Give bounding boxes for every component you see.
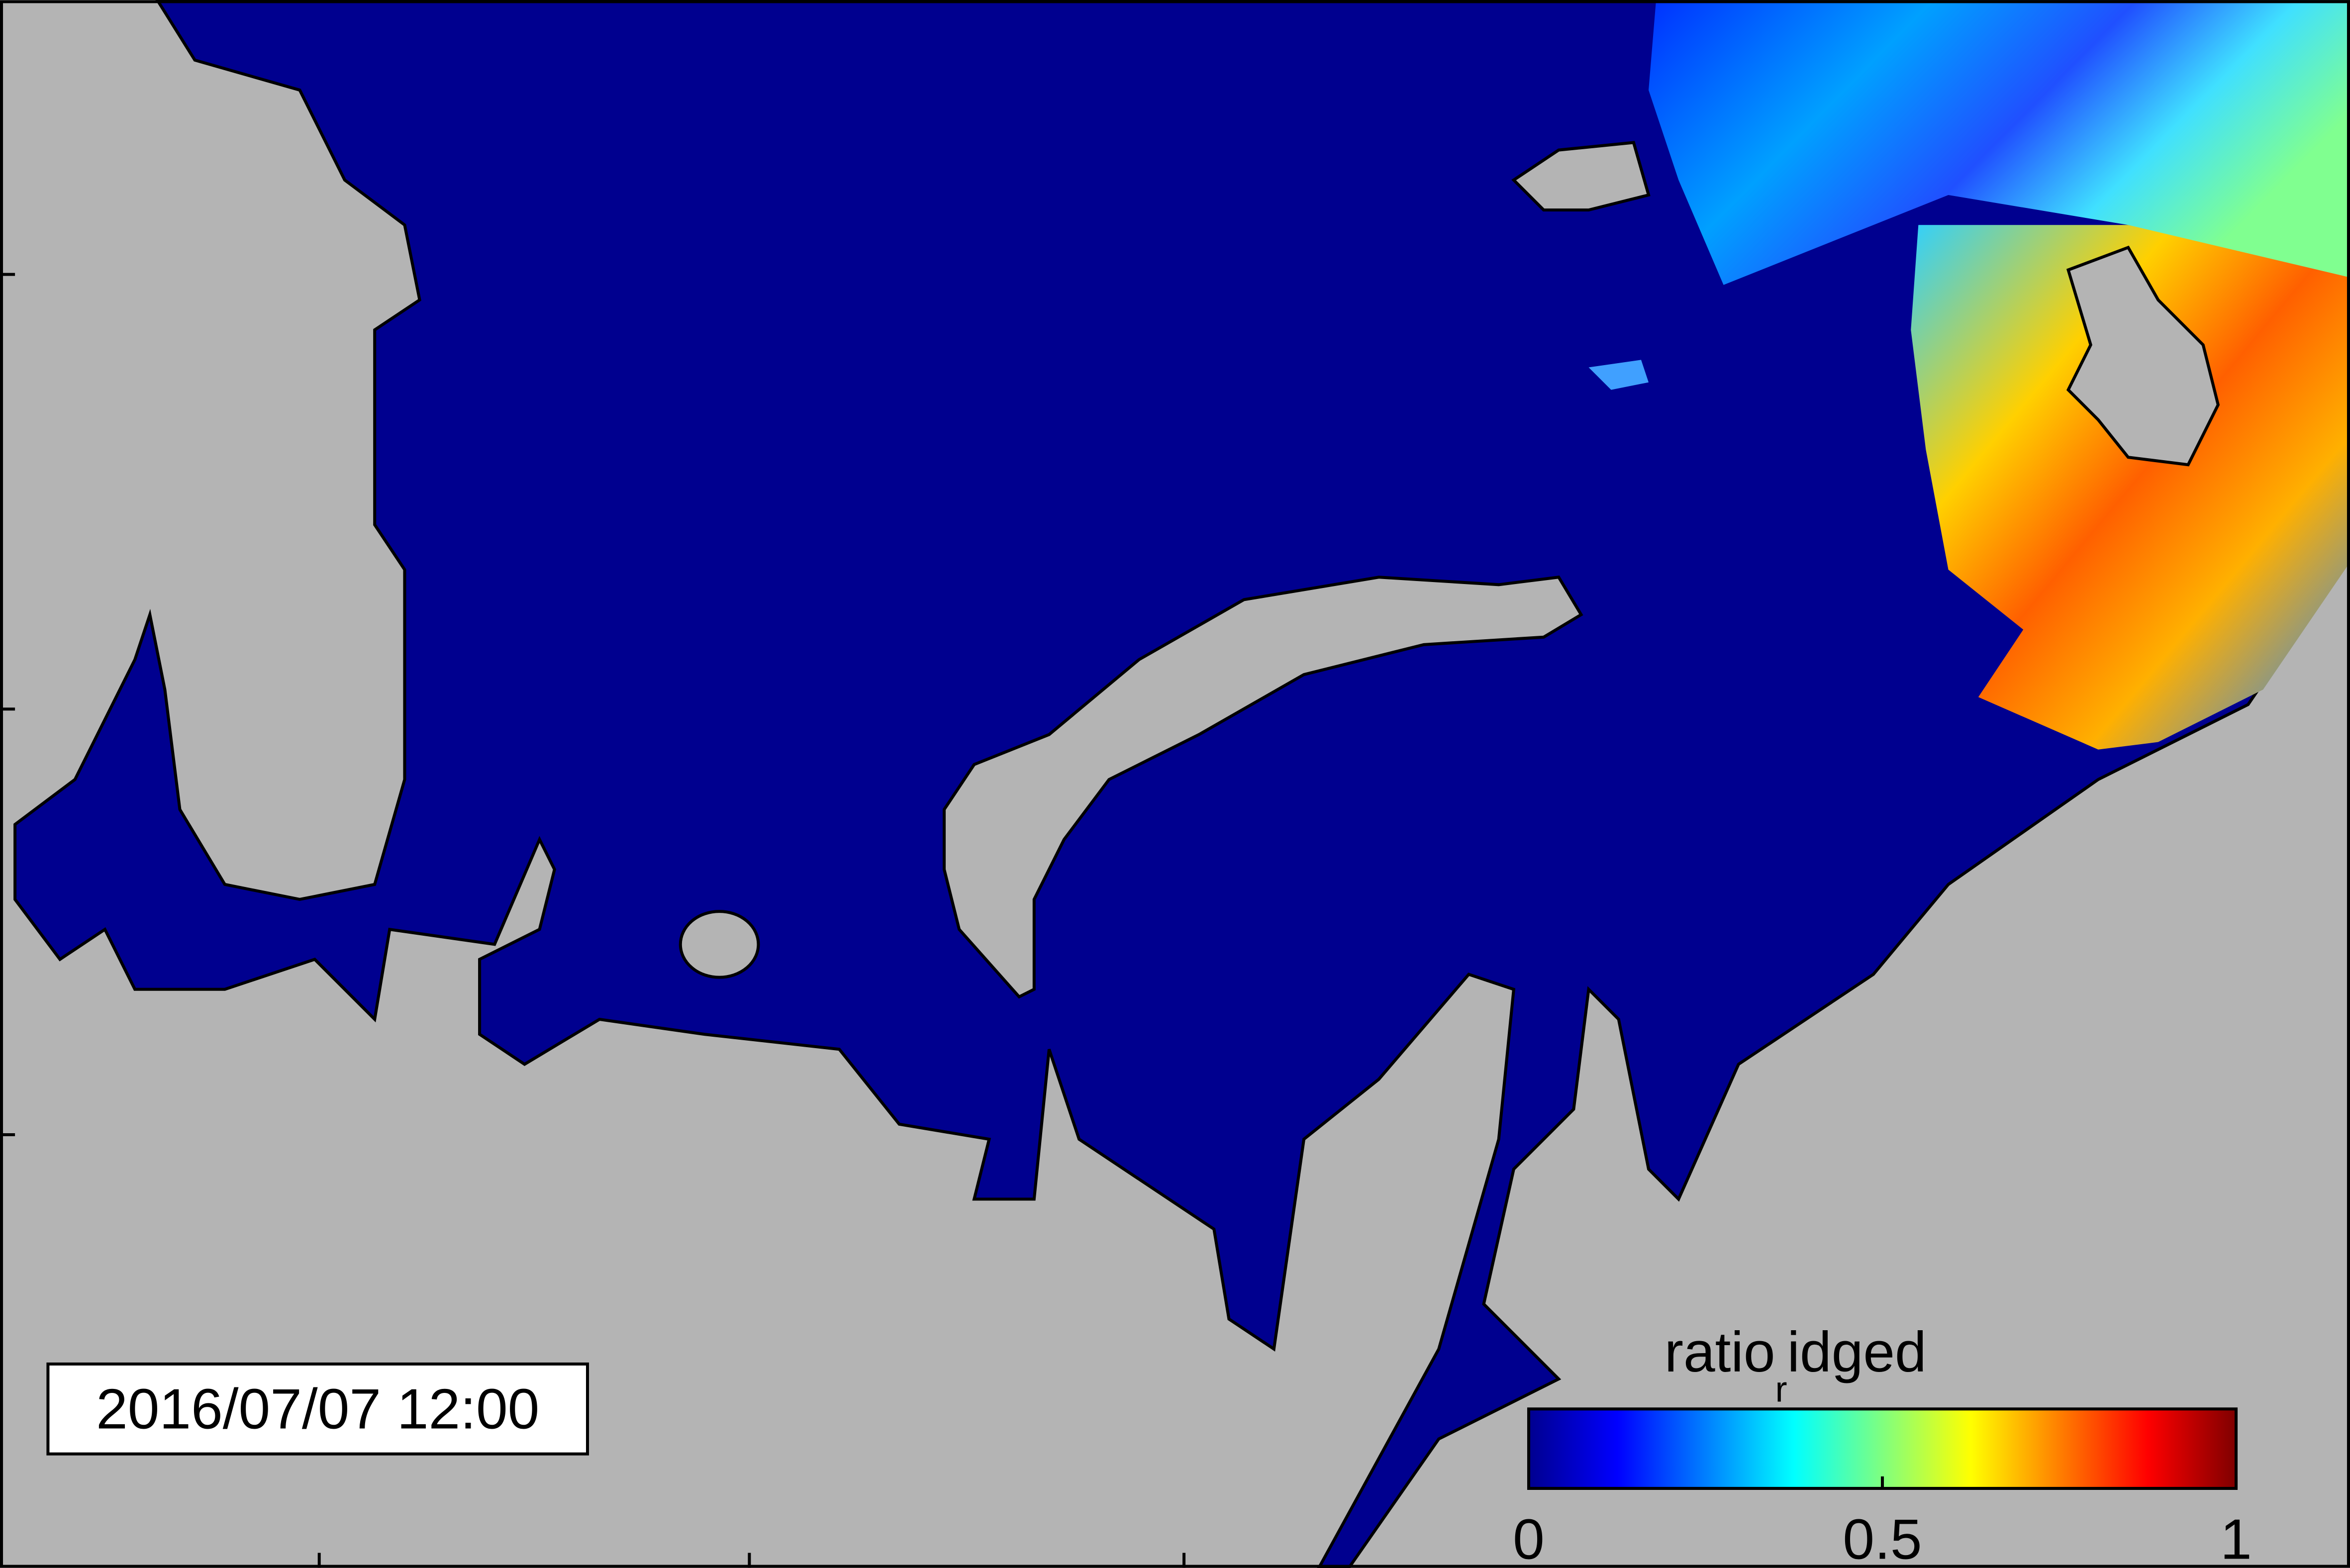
land-severnaya-zemlya [2066,245,2220,467]
land-novaya-zemlya [943,576,1583,999]
land-island [679,910,760,979]
ice-cool [1649,0,2350,285]
ice-patch [1588,360,1649,390]
colorbar-label: ratioridged [1665,1320,1927,1409]
colorbar-tick-label: 0.5 [1843,1508,1922,1568]
timestamp: 2016/07/07 12:00 [96,1377,539,1441]
colorbar-tick-label: 1 [2220,1508,2252,1568]
ice-warm [1911,225,2350,750]
land-islands [1511,141,1651,212]
colorbar-tick-label: 0 [1513,1508,1545,1568]
sea [13,0,2350,1568]
colorbar [1527,1407,2238,1490]
label-rest: idged [1787,1320,1927,1384]
timestamp-box [46,1362,589,1456]
label-subscript: r [1775,1370,1787,1409]
label-base: ratio [1665,1320,1775,1384]
